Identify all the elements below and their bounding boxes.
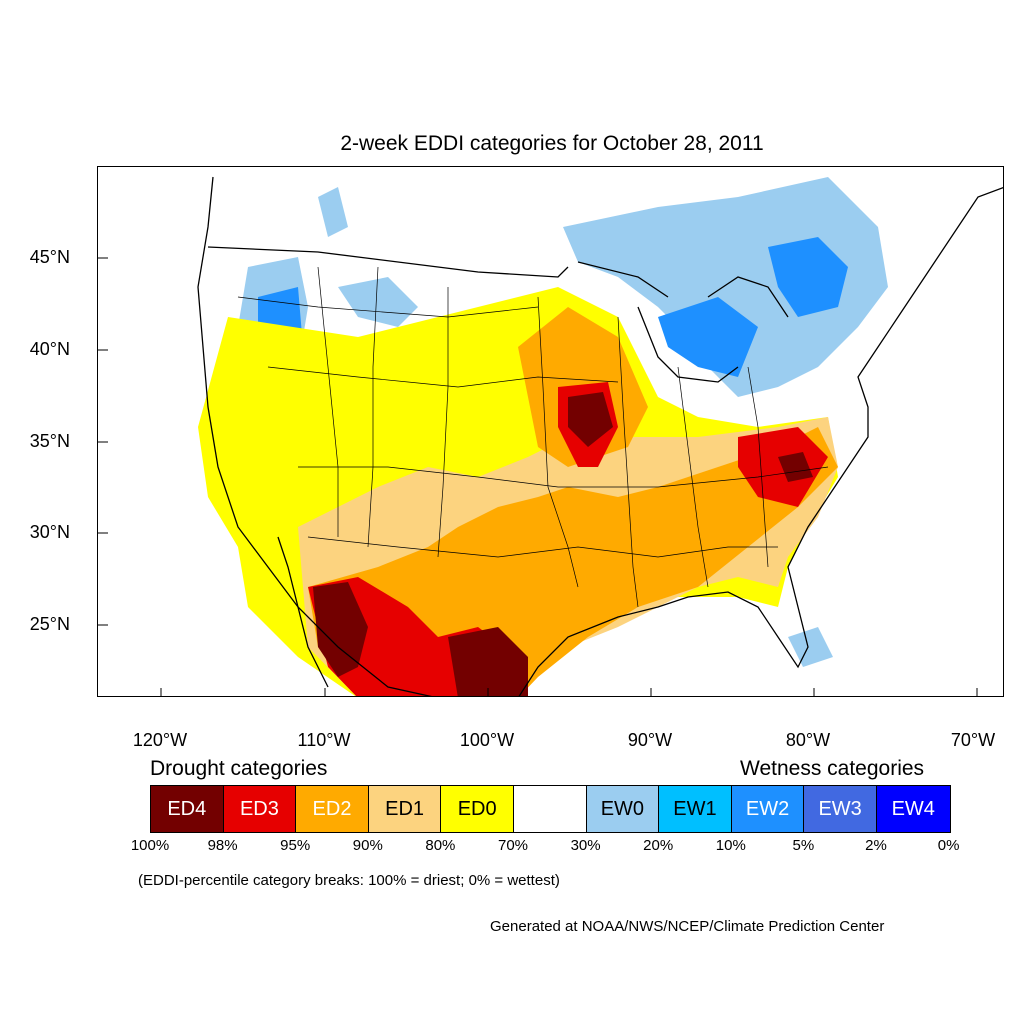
lon-label-80: 80°W — [785, 730, 831, 750]
legend-swatch-ew4: EW4 — [876, 786, 950, 832]
wetness-heading: Wetness categories — [740, 757, 925, 780]
lon-label-70: 70°W — [950, 730, 996, 750]
lon-label-120: 120°W — [132, 730, 188, 750]
legend-swatch-ew2: EW2 — [731, 786, 805, 832]
percentile-label: 20% — [643, 837, 674, 854]
legend-swatch-ed1: ED1 — [368, 786, 442, 832]
percentile-label: 5% — [792, 837, 815, 854]
category-note: (EDDI-percentile category breaks: 100% =… — [138, 872, 560, 889]
lat-label-35: 35°N — [29, 431, 70, 451]
credit-line: Generated at NOAA/NWS/NCEP/Climate Predi… — [490, 918, 885, 935]
lon-label-110: 110°W — [297, 730, 351, 750]
eddi-map-canvas — [98, 176, 1003, 696]
percentile-label: 10% — [715, 837, 746, 854]
legend-swatch-neutral — [513, 786, 587, 832]
lon-label-100: 100°W — [459, 730, 515, 750]
legend-swatch-ed0: ED0 — [441, 786, 514, 832]
legend-swatch-ed3: ED3 — [223, 786, 297, 832]
legend-swatch-ew0: EW0 — [586, 786, 660, 832]
legend-swatch-ew3: EW3 — [804, 786, 877, 832]
percentile-label: 30% — [570, 837, 601, 854]
lat-label-45: 45°N — [29, 247, 70, 267]
eddi-map — [97, 166, 1004, 697]
state-borders — [237, 266, 829, 608]
percentile-label: 0% — [937, 837, 960, 854]
percentile-label: 2% — [865, 837, 887, 854]
lat-label-30: 30°N — [29, 522, 70, 542]
lat-label-40: 40°N — [29, 339, 70, 359]
map-title: 2-week EDDI categories for October 28, 2… — [340, 132, 764, 155]
category-legend: ED4 ED3 ED2 ED1 ED0 EW0 EW1 EW2 EW3 EW4 — [150, 785, 951, 833]
legend-swatch-ed4: ED4 — [151, 786, 224, 832]
percentile-label: 90% — [352, 837, 383, 854]
lat-label-25: 25°N — [29, 614, 70, 634]
map-ticks — [98, 257, 978, 696]
percentile-label: 80% — [425, 837, 456, 854]
coastlines — [197, 176, 1003, 696]
drought-heading: Drought categories — [150, 757, 328, 780]
percentile-label: 70% — [497, 837, 529, 854]
drought-regions — [198, 287, 838, 696]
percentile-label: 100% — [130, 837, 170, 854]
percentile-label: 98% — [207, 837, 238, 854]
percentile-label: 95% — [280, 837, 311, 854]
legend-swatch-ed2: ED2 — [296, 786, 369, 832]
legend-swatch-ew1: EW1 — [659, 786, 732, 832]
lon-label-90: 90°W — [627, 730, 673, 750]
